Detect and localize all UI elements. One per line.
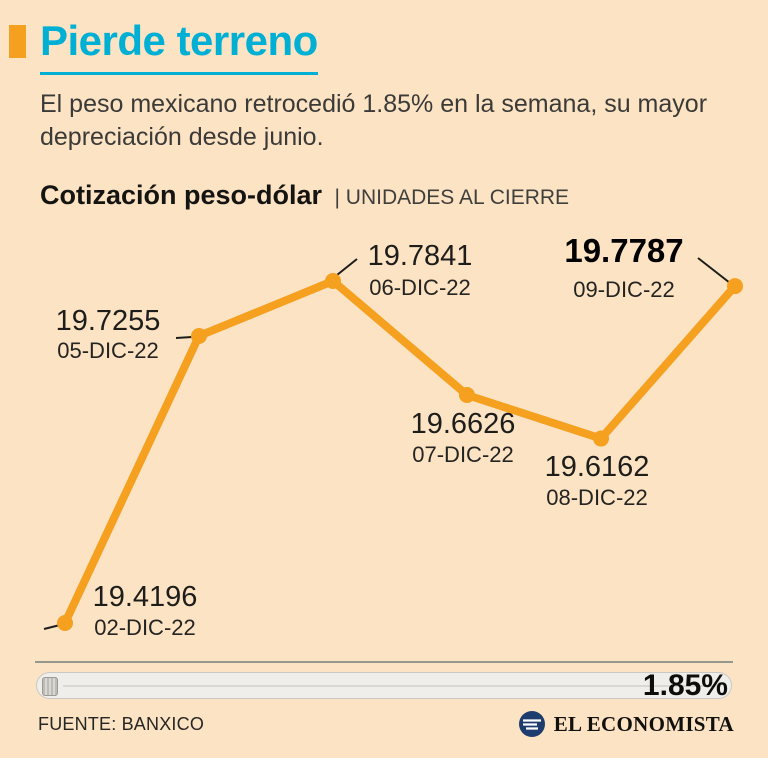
accent-square	[9, 25, 26, 58]
leader-tick	[43, 624, 61, 630]
point-label: 19.6162 08-DIC-22	[545, 452, 650, 511]
point-value: 19.6162	[544, 451, 650, 483]
point-label: 19.7255 05-DIC-22	[56, 306, 161, 364]
point-value: 19.7841	[367, 240, 473, 272]
source-label: FUENTE: BANXICO	[38, 714, 205, 734]
point-label: 19.6626 07-DIC-22	[411, 409, 516, 468]
data-point	[727, 278, 743, 295]
data-point	[191, 327, 207, 344]
point-label: 19.4196 02-DIC-22	[93, 582, 198, 641]
leader-tick	[175, 336, 193, 339]
chart-heading: Cotización peso-dólar | UNIDADES AL CIER…	[40, 180, 569, 211]
data-point	[57, 615, 73, 631]
point-value: 19.7787	[564, 232, 684, 269]
point-value: 19.6626	[410, 408, 516, 440]
brand-name: EL ECONOMISTA	[553, 711, 734, 736]
el-economista-logo-icon	[518, 711, 545, 737]
chart-title: Cotización peso-dólar	[40, 180, 323, 210]
point-date: 05-DIC-22	[57, 338, 159, 364]
point-label: 19.7787 09-DIC-22	[564, 232, 684, 302]
page-title: Pierde terreno	[40, 17, 318, 76]
leader-tick	[336, 258, 358, 276]
point-date: 07-DIC-22	[412, 442, 514, 468]
line-chart: 19.4196 02-DIC-22 19.7255 05-DIC-22 19.7841 0…	[0, 228, 768, 658]
line-series	[43, 257, 743, 631]
leader-tick	[697, 257, 731, 284]
data-point	[325, 273, 341, 289]
data-point	[459, 387, 475, 403]
series-line	[61, 277, 739, 627]
weekly-change-badge: 1.85%	[642, 669, 728, 702]
scrubber-handle-icon	[42, 677, 58, 696]
subtitle: El peso mexicano retrocedió 1.85% en la …	[40, 90, 708, 151]
brand: EL ECONOMISTA	[518, 710, 734, 738]
point-date: 08-DIC-22	[546, 485, 648, 511]
point-date: 06-DIC-22	[369, 275, 471, 301]
point-value: 19.7255	[55, 305, 161, 337]
timeline-scrubber-track	[36, 672, 732, 699]
point-value: 19.4196	[92, 581, 198, 613]
chart-units-label: | UNIDADES AL CIERRE	[334, 186, 570, 209]
point-date: 02-DIC-22	[94, 615, 196, 641]
divider-line	[35, 661, 733, 663]
point-label: 19.7841 06-DIC-22	[368, 241, 473, 301]
point-date: 09-DIC-22	[573, 276, 675, 302]
data-point	[593, 430, 609, 447]
